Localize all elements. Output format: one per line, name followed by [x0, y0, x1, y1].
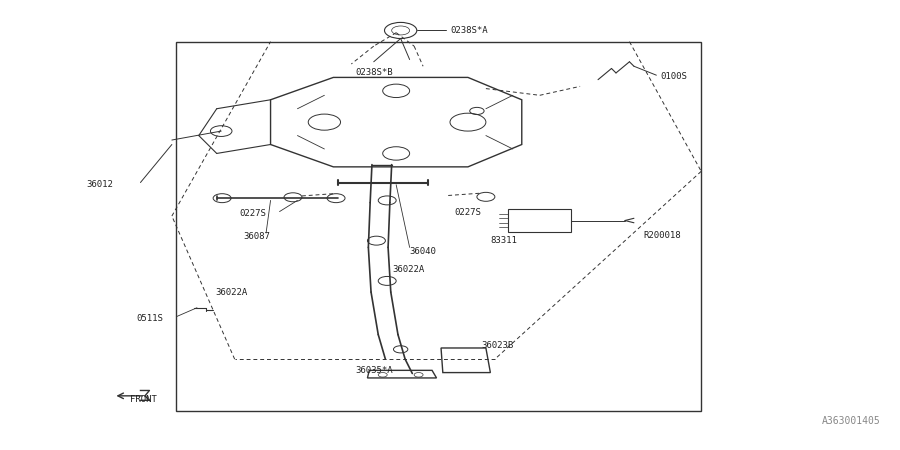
- Text: 36087: 36087: [244, 232, 271, 241]
- Text: 0100S: 0100S: [661, 72, 688, 81]
- Text: 0227S: 0227S: [239, 209, 266, 218]
- Text: 0238S*A: 0238S*A: [450, 26, 488, 35]
- Text: 0238S*B: 0238S*B: [356, 68, 393, 77]
- Text: R200018: R200018: [643, 231, 680, 240]
- Text: 83311: 83311: [491, 236, 518, 245]
- Text: 36022A: 36022A: [392, 265, 425, 274]
- Text: 0511S: 0511S: [136, 315, 163, 324]
- Text: A363001405: A363001405: [822, 416, 881, 426]
- Text: 36022A: 36022A: [215, 288, 248, 297]
- Text: FRONT: FRONT: [130, 395, 157, 404]
- Text: 36012: 36012: [86, 180, 113, 189]
- Text: 36040: 36040: [410, 248, 436, 256]
- Text: 0227S: 0227S: [454, 208, 482, 217]
- Text: 36023B: 36023B: [482, 341, 514, 350]
- Text: 36035*A: 36035*A: [356, 366, 393, 375]
